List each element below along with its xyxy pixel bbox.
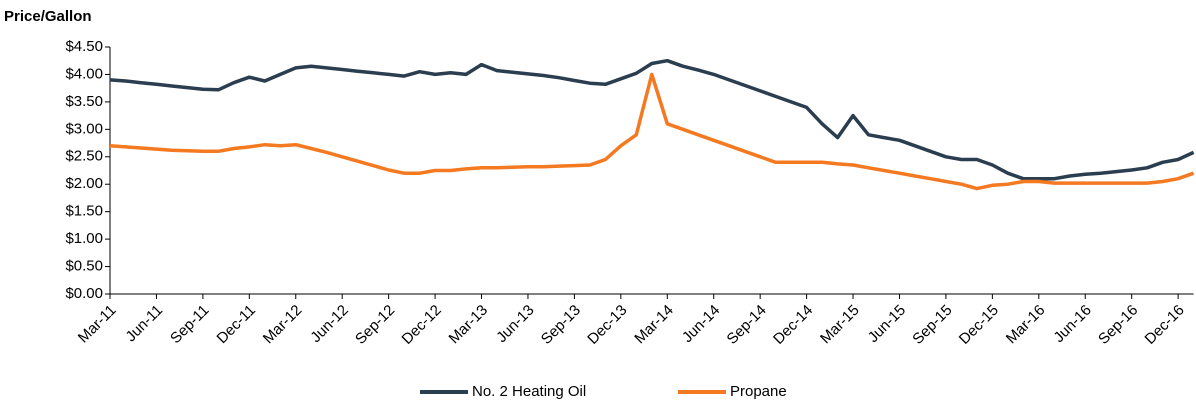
y-tick-label: $1.50: [65, 203, 103, 220]
y-tick-label: $0.00: [65, 285, 103, 302]
legend-label: Propane: [730, 383, 787, 400]
x-tick-label: Sep-11: [167, 302, 212, 347]
x-tick-label: Sep-14: [724, 302, 770, 348]
x-tick-label: Sep-13: [538, 302, 584, 348]
x-tick-label: Sep-15: [909, 302, 955, 348]
x-tick-label: Dec-13: [584, 302, 630, 348]
x-tick-label: Mar-13: [446, 302, 492, 348]
y-tick-label: $1.00: [65, 230, 103, 247]
y-tick-label: $0.50: [65, 258, 103, 275]
x-tick-label: Mar-15: [817, 302, 863, 348]
x-tick-label: Jun-15: [865, 302, 909, 346]
x-tick-label: Jun-11: [122, 302, 166, 346]
y-tick-label: $4.00: [65, 65, 103, 82]
y-tick-label: $4.50: [65, 38, 103, 55]
x-tick-label: Mar-11: [75, 302, 120, 347]
x-tick-label: Dec-14: [770, 302, 816, 348]
x-tick-label: Mar-12: [260, 302, 306, 348]
x-tick-label: Sep-16: [1095, 302, 1141, 348]
y-tick-label: $3.00: [65, 120, 103, 137]
legend-label: No. 2 Heating Oil: [472, 383, 586, 400]
x-tick-label: Dec-15: [956, 302, 1002, 348]
x-tick-label: Jun-14: [679, 302, 723, 346]
x-tick-label: Jun-12: [307, 302, 351, 346]
x-tick-label: Jun-13: [493, 302, 537, 346]
chart-title: Price/Gallon: [4, 8, 92, 25]
x-tick-label: Mar-16: [1003, 302, 1049, 348]
x-tick-label: Dec-12: [398, 302, 444, 348]
x-tick-label: Sep-12: [352, 302, 398, 348]
series-line: [109, 72, 1195, 191]
y-tick-label: $2.00: [65, 175, 103, 192]
x-tick-label: Jun-16: [1050, 302, 1094, 346]
x-tick-label: Mar-14: [631, 302, 677, 348]
x-tick-label: Dec-11: [214, 302, 259, 347]
series-line: [109, 58, 1195, 181]
x-tick-label: Dec-16: [1142, 302, 1188, 348]
y-tick-label: $2.50: [65, 148, 103, 165]
y-tick-label: $3.50: [65, 93, 103, 110]
